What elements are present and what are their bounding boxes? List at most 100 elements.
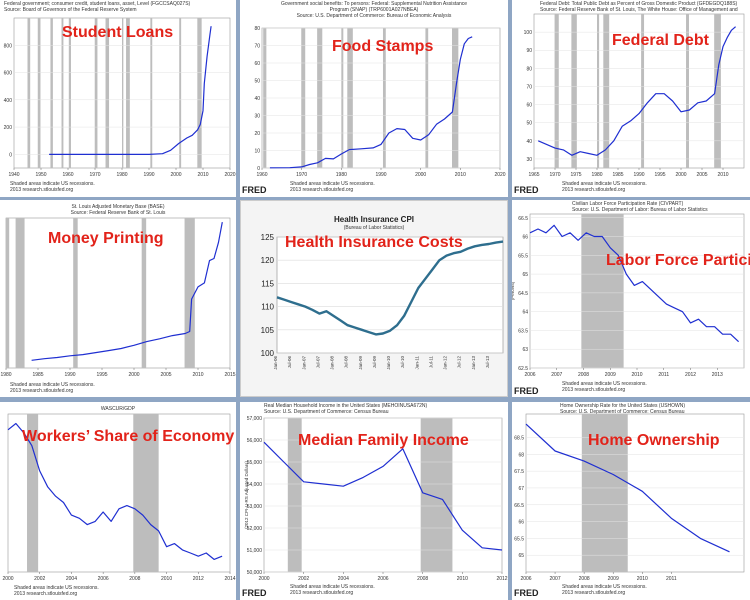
header-line: Federal government; consumer credit, stu… bbox=[4, 1, 191, 7]
fred-logo: FRED bbox=[242, 588, 267, 598]
fred-logo: FRED bbox=[514, 185, 539, 195]
plot-area bbox=[263, 417, 503, 573]
y-tick-label: 80 bbox=[254, 26, 260, 32]
header-line: Source: U.S. Department of Commerce: Cen… bbox=[264, 409, 389, 415]
y-tick-label: 66 bbox=[522, 235, 528, 241]
overlay-title: Median Family Income bbox=[298, 432, 469, 449]
header-line: Source: Board of Governors of the Federa… bbox=[4, 7, 137, 13]
series-line bbox=[276, 240, 504, 336]
x-tick-label: Jul-06 bbox=[287, 356, 292, 369]
recession-band bbox=[6, 218, 10, 368]
student-loans-chart: 0 200 400 600 800 1940 1950 1960 1970 1980 1990 200… bbox=[4, 17, 236, 178]
x-tick-label: 1990 bbox=[143, 172, 154, 178]
x-tick-label: 2010 bbox=[717, 172, 728, 178]
y-tick-label: 10 bbox=[254, 149, 260, 155]
home-ownership-chart: 65 65.5 66 66.5 67 67.5 68 68.5 2006 2007 2008 2009… bbox=[514, 413, 745, 582]
recession-band bbox=[554, 14, 559, 168]
x-tick-label: Jan-07 bbox=[301, 356, 306, 370]
overlay-title: Workers’ Share of Economy bbox=[22, 428, 235, 445]
header-line: Federal Debt: Total Public Debt as Perce… bbox=[540, 1, 738, 7]
recession-band bbox=[420, 418, 453, 572]
recession-band bbox=[105, 18, 110, 168]
y-tick-label: 800 bbox=[4, 43, 13, 49]
x-tick-label: 1965 bbox=[528, 172, 539, 178]
y-tick-label: 50,000 bbox=[247, 570, 263, 576]
fred-logo: FRED bbox=[514, 386, 539, 396]
recession-band bbox=[581, 214, 624, 368]
x-tick-label: 2004 bbox=[66, 576, 77, 582]
recession-band bbox=[141, 218, 147, 368]
recession-band bbox=[184, 218, 195, 368]
y-tick-label: 120 bbox=[261, 256, 275, 265]
overlay-title: Money Printing bbox=[48, 230, 164, 247]
y-tick-label: 65.5 bbox=[514, 536, 524, 542]
x-tick-label: 2010 bbox=[197, 172, 208, 178]
x-tick-label: 2006 bbox=[524, 372, 535, 378]
food-stamps-chart: 0 10 20 30 40 50 60 70 80 1960 1970 1980 1990 2000 201… bbox=[254, 26, 505, 178]
header-line: Source: U.S. Department of Labor: Bureau… bbox=[572, 207, 708, 213]
x-tick-label: Jan-12 bbox=[443, 356, 448, 370]
x-tick-label: 2000 bbox=[2, 576, 13, 582]
y-tick-label: 56,000 bbox=[247, 438, 263, 444]
y-tick-label: 50 bbox=[526, 121, 532, 127]
x-tick-label: 2002 bbox=[298, 576, 309, 582]
recession-band bbox=[122, 18, 124, 168]
recession-band bbox=[73, 218, 78, 368]
series-line bbox=[49, 26, 212, 155]
money-printing-chart: 1980 1985 1990 1995 2000 2005 2010 2015 bbox=[0, 217, 236, 378]
y-tick-label: 60 bbox=[254, 61, 260, 67]
chart-footer: Shaded areas indicate US recessions. 201… bbox=[290, 181, 375, 193]
overlay-title: Labor Force Participat bbox=[606, 252, 750, 269]
footer-line: Shaded areas indicate US recessions. bbox=[562, 584, 647, 590]
y-tick-label: 55,000 bbox=[247, 460, 263, 466]
x-tick-label: Jul-12 bbox=[457, 356, 462, 369]
overlay-title: Student Loans bbox=[62, 24, 174, 41]
y-tick-label: 40 bbox=[254, 96, 260, 102]
footer-line: 2013 research.stlouisfed.org bbox=[562, 387, 626, 393]
x-tick-label: 2008 bbox=[579, 576, 590, 582]
x-tick-label: 2010 bbox=[455, 172, 466, 178]
y-tick-label: 67.5 bbox=[514, 469, 524, 475]
recession-band bbox=[27, 414, 39, 572]
health-insurance-chart: 100 105 110 115 120 125 Jan-06 Jul-06 Jan-07 Jul-… bbox=[261, 233, 504, 370]
recession-band bbox=[581, 414, 628, 572]
recession-band bbox=[597, 14, 600, 168]
y-tick-label: 57,000 bbox=[247, 416, 263, 422]
overlay-title: Food Stamps bbox=[332, 38, 434, 55]
y-axis-label: (2012 CPI-U-RS Adjusted Dollars) bbox=[244, 460, 249, 529]
x-tick-label: 2015 bbox=[224, 372, 235, 378]
x-tick-label: Jul-11 bbox=[428, 356, 433, 368]
x-tick-label: 2005 bbox=[696, 172, 707, 178]
footer-line: Shaded areas indicate US recessions. bbox=[10, 181, 95, 187]
chart-footer: Shaded areas indicate US recessions. 201… bbox=[562, 381, 647, 393]
x-tick-label: 2012 bbox=[496, 576, 507, 582]
x-tick-label: 2008 bbox=[129, 576, 140, 582]
y-tick-label: 20 bbox=[254, 131, 260, 137]
header-line: Program (SNAP) (TRP6001A027NBEA) bbox=[329, 7, 419, 13]
y-tick-label: 30 bbox=[526, 157, 532, 163]
y-tick-label: 80 bbox=[526, 66, 532, 72]
y-tick-label: 66.5 bbox=[518, 216, 528, 222]
x-tick-label: 1990 bbox=[633, 172, 644, 178]
x-tick-label: Jul-13 bbox=[485, 356, 490, 369]
recession-band bbox=[150, 18, 153, 168]
chart-header: Real Median Household Income in the Unit… bbox=[264, 403, 508, 415]
y-tick-label: 64.5 bbox=[518, 291, 528, 297]
x-tick-label: 2007 bbox=[551, 372, 562, 378]
federal-debt-chart: 30 40 50 60 70 80 90 100 1965 1970 1975 1980 1985 199… bbox=[524, 13, 745, 178]
header-line: Real Median Household Income in the Unit… bbox=[264, 403, 428, 409]
y-tick-label: 63 bbox=[522, 347, 528, 353]
x-tick-label: 2011 bbox=[666, 576, 677, 582]
recession-band bbox=[50, 18, 53, 168]
footer-line: 2013 research.stlouisfed.org bbox=[290, 187, 354, 193]
footer-line: 2013 research.stlouisfed.org bbox=[290, 590, 354, 596]
fred-logo: FRED bbox=[514, 588, 539, 598]
footer-line: 2013 research.stlouisfed.org bbox=[10, 388, 74, 394]
y-tick-label: 200 bbox=[4, 125, 13, 131]
y-tick-label: 400 bbox=[4, 98, 13, 104]
x-tick-label: Jan-08 bbox=[330, 356, 335, 370]
footer-line: 2013 research.stlouisfed.org bbox=[10, 187, 74, 193]
money-printing-panel: St. Louis Adjusted Monetary Base (BASE) … bbox=[0, 200, 236, 397]
x-tick-label: 2012 bbox=[193, 576, 204, 582]
y-tick-label: 125 bbox=[261, 233, 275, 242]
